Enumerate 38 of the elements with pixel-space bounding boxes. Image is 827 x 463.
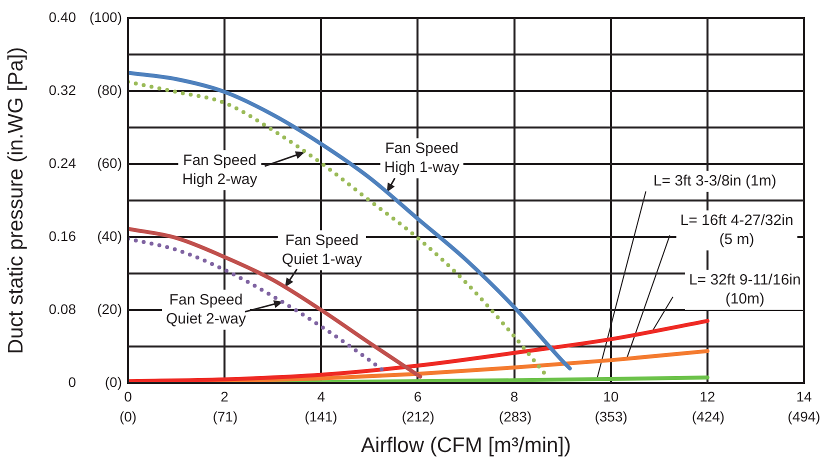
x-tick-label: 14 <box>796 388 812 404</box>
x2-tick-label: (283) <box>498 408 532 424</box>
annotation: Fan Speed High 2-way <box>182 152 258 188</box>
x2-tick-label: (71) <box>212 408 238 424</box>
annotation: L= 3ft 3-3/8in (1m) <box>653 172 776 190</box>
y2-tick-label: (20) <box>97 300 122 317</box>
x-tick-label: 12 <box>700 388 716 404</box>
x2-tick-label: (212) <box>402 408 434 424</box>
x2-tick-label: (353) <box>594 408 628 424</box>
y-tick-label: 0.40 <box>48 8 76 25</box>
annotation: L= 32ft 9-11/16in (10m) <box>688 272 801 308</box>
y2-tick-label: (60) <box>97 154 122 171</box>
x-axis-title: Airflow (CFM [m³/min]) <box>361 434 571 458</box>
x-tick-label: 6 <box>414 388 422 404</box>
annotation: L= 16ft 4-27/32in (5 m) <box>680 212 794 248</box>
y-axis-title: Duct static pressure (in.WG [Pa]) <box>4 47 28 354</box>
y-tick-label: 0.24 <box>48 154 76 171</box>
annotation: Fan Speed High 1-way <box>384 140 460 176</box>
y-tick-label: 0 <box>68 374 76 390</box>
y2-tick-label: (100) <box>89 8 122 25</box>
x-tick-label: 8 <box>510 388 518 404</box>
y-tick-label: 0.08 <box>48 300 76 317</box>
x2-tick-label: (141) <box>304 408 338 424</box>
x-tick-label: 0 <box>124 388 132 404</box>
annotation: Fan Speed Quiet 1-way <box>282 232 362 268</box>
y-tick-label: 0.32 <box>48 82 76 98</box>
y2-tick-label: (0) <box>104 374 122 390</box>
x-tick-label: 2 <box>220 388 229 404</box>
y2-tick-label: (80) <box>97 82 122 98</box>
x2-tick-label: (494) <box>788 408 820 424</box>
x-tick-label: 4 <box>317 388 326 404</box>
line-series <box>128 226 422 379</box>
y2-tick-label: (40) <box>97 228 122 244</box>
y-tick-label: 0.16 <box>48 228 76 244</box>
annotation: Fan Speed Quiet 2-way <box>166 291 247 328</box>
x2-tick-label: (0) <box>119 408 137 424</box>
x2-tick-label: (424) <box>692 408 725 424</box>
x-tick-label: 10 <box>603 388 619 404</box>
